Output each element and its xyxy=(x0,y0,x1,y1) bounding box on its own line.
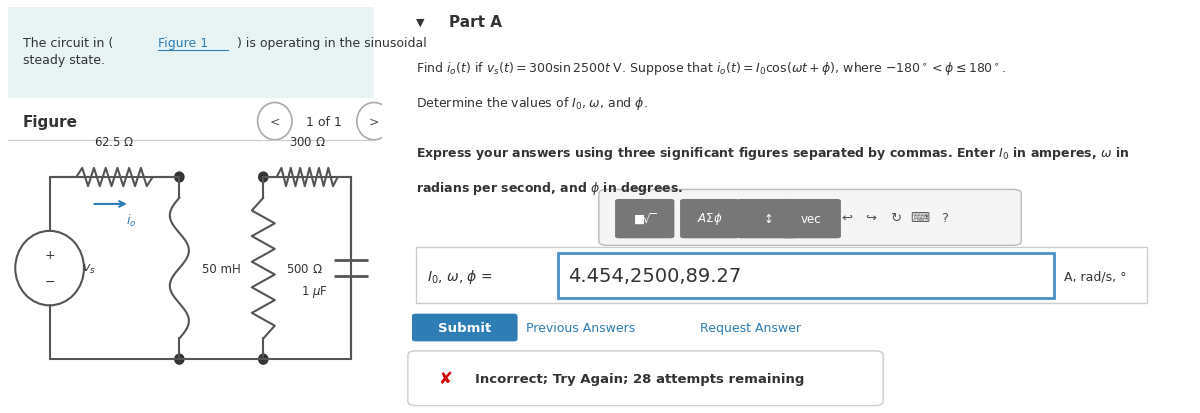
Text: −: − xyxy=(44,275,55,288)
Text: $I_0$, $\omega$, $\phi$ =: $I_0$, $\omega$, $\phi$ = xyxy=(426,267,492,285)
Text: steady state.: steady state. xyxy=(23,53,104,66)
Text: $i_o$: $i_o$ xyxy=(126,213,137,229)
Text: <: < xyxy=(270,115,280,128)
Text: 50 mH: 50 mH xyxy=(203,262,241,275)
Text: ↪: ↪ xyxy=(865,211,876,225)
Text: $A\Sigma\phi$: $A\Sigma\phi$ xyxy=(697,211,722,227)
Circle shape xyxy=(175,173,184,183)
Text: A, rad/s, °: A, rad/s, ° xyxy=(1063,269,1126,282)
Text: 1 $\mu$F: 1 $\mu$F xyxy=(301,283,328,299)
FancyBboxPatch shape xyxy=(737,199,797,239)
Text: 500 $\Omega$: 500 $\Omega$ xyxy=(287,262,323,275)
Text: ▼: ▼ xyxy=(416,18,425,28)
Text: ↩: ↩ xyxy=(841,211,852,225)
Circle shape xyxy=(259,173,268,183)
Text: Determine the values of $I_0$, $\omega$, and $\phi$.: Determine the values of $I_0$, $\omega$,… xyxy=(416,95,648,112)
Text: Express your answers using three significant figures separated by commas. Enter : Express your answers using three signifi… xyxy=(416,144,1129,161)
Text: $\updownarrow$: $\updownarrow$ xyxy=(761,212,773,225)
Text: Figure 1: Figure 1 xyxy=(158,37,209,50)
FancyBboxPatch shape xyxy=(412,314,517,342)
FancyBboxPatch shape xyxy=(558,254,1054,298)
Text: Figure: Figure xyxy=(23,114,78,129)
Text: Incorrect; Try Again; 28 attempts remaining: Incorrect; Try Again; 28 attempts remain… xyxy=(475,372,805,385)
Text: $\blacksquare\!\sqrt{\,}$: $\blacksquare\!\sqrt{\,}$ xyxy=(632,211,656,226)
Text: ?: ? xyxy=(941,211,948,225)
Text: vec: vec xyxy=(800,212,822,225)
Circle shape xyxy=(175,354,184,364)
FancyBboxPatch shape xyxy=(781,199,841,239)
Text: Submit: Submit xyxy=(438,321,492,334)
Text: $v_s$: $v_s$ xyxy=(82,262,96,275)
Text: +: + xyxy=(44,249,55,262)
Text: ) is operating in the sinusoidal: ) is operating in the sinusoidal xyxy=(238,37,427,50)
Text: 300 $\Omega$: 300 $\Omega$ xyxy=(289,136,325,149)
Text: ↻: ↻ xyxy=(889,211,901,225)
FancyBboxPatch shape xyxy=(680,199,739,239)
Text: >: > xyxy=(368,115,379,128)
FancyBboxPatch shape xyxy=(616,199,674,239)
Text: Find $i_o(t)$ if $v_s(t) = 300\sin 2500t$ V. Suppose that $i_o(t) = I_0\cos(\ome: Find $i_o(t)$ if $v_s(t) = 300\sin 2500t… xyxy=(416,59,1006,77)
FancyBboxPatch shape xyxy=(416,248,1147,304)
Text: 4.454,2500,89.27: 4.454,2500,89.27 xyxy=(568,266,742,285)
Text: Previous Answers: Previous Answers xyxy=(526,321,635,334)
FancyBboxPatch shape xyxy=(599,190,1021,246)
Text: radians per second, and $\phi$ in degrees.: radians per second, and $\phi$ in degree… xyxy=(416,179,683,197)
Text: Part A: Part A xyxy=(449,15,502,30)
Text: Request Answer: Request Answer xyxy=(701,321,802,334)
Text: 1 of 1: 1 of 1 xyxy=(306,115,342,128)
Text: 62.5 $\Omega$: 62.5 $\Omega$ xyxy=(95,136,134,149)
Text: ✘: ✘ xyxy=(439,369,454,387)
FancyBboxPatch shape xyxy=(408,351,883,406)
Circle shape xyxy=(259,354,268,364)
FancyBboxPatch shape xyxy=(7,8,374,99)
Text: The circuit in (: The circuit in ( xyxy=(23,37,113,50)
Text: ⌨: ⌨ xyxy=(910,211,929,225)
